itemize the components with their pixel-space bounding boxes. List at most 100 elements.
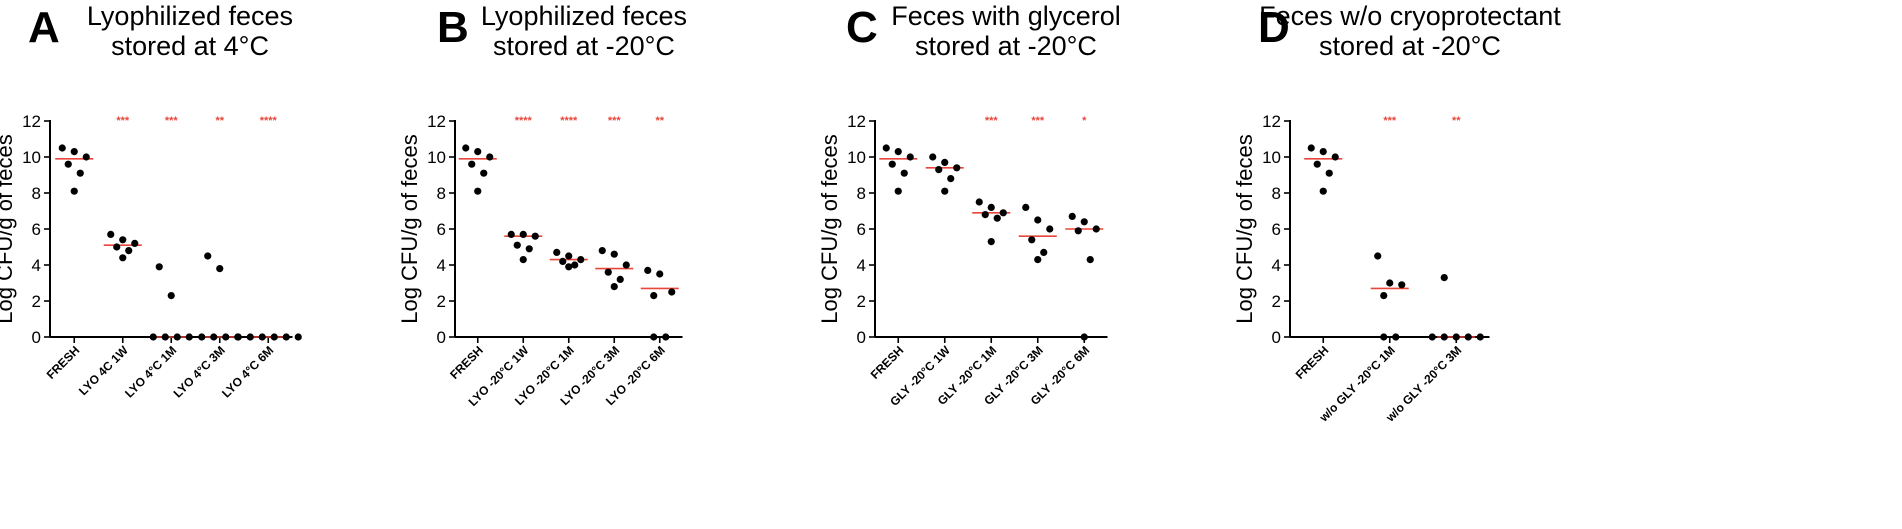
data-point xyxy=(644,266,652,274)
y-tick-label: 0 xyxy=(857,328,866,347)
y-axis-label: Log CFU/g of feces xyxy=(0,134,17,324)
data-point xyxy=(507,230,515,238)
significance-marker: ** xyxy=(1452,115,1461,127)
y-tick-label: 0 xyxy=(437,328,446,347)
data-point xyxy=(282,333,290,341)
data-point xyxy=(656,270,664,278)
data-point xyxy=(941,187,949,195)
panel-letter: D xyxy=(1258,3,1290,52)
panel-title-line: Feces with glycerol xyxy=(891,1,1121,31)
data-point xyxy=(993,214,1001,222)
data-point xyxy=(1325,169,1333,177)
data-point xyxy=(185,333,193,341)
data-point xyxy=(1080,333,1088,341)
data-point xyxy=(270,333,278,341)
data-point xyxy=(565,263,573,271)
data-point xyxy=(513,241,521,249)
data-point xyxy=(1380,292,1388,300)
data-point xyxy=(1398,281,1406,289)
data-point xyxy=(662,333,670,341)
y-tick-label: 8 xyxy=(1272,184,1281,203)
data-point xyxy=(1046,225,1054,233)
data-point xyxy=(125,247,133,255)
data-point xyxy=(64,160,72,168)
data-point xyxy=(975,198,983,206)
data-point xyxy=(82,153,90,161)
panel-title-line: Lyophilized feces xyxy=(87,1,293,31)
data-point xyxy=(70,187,78,195)
y-tick-label: 6 xyxy=(437,220,446,239)
y-tick-label: 0 xyxy=(1272,328,1281,347)
x-tick-label: LYO 4°C 6M xyxy=(219,343,276,400)
y-axis-label: Log CFU/g of feces xyxy=(817,134,842,324)
y-axis-label: Log CFU/g of feces xyxy=(1232,134,1257,324)
data-point xyxy=(999,209,1007,217)
data-point xyxy=(1068,212,1076,220)
y-tick-label: 12 xyxy=(427,112,446,131)
data-point xyxy=(113,243,121,251)
significance-marker: *** xyxy=(165,115,179,127)
data-point xyxy=(474,148,482,156)
data-point xyxy=(1040,248,1048,256)
y-tick-label: 10 xyxy=(1262,148,1281,167)
y-tick-label: 8 xyxy=(857,184,866,203)
data-point xyxy=(906,153,914,161)
data-point xyxy=(161,333,169,341)
data-point xyxy=(604,268,612,276)
data-point xyxy=(70,148,78,156)
data-point xyxy=(234,333,242,341)
data-point xyxy=(622,261,630,269)
data-point xyxy=(1319,148,1327,156)
panel-title-line: Lyophilized feces xyxy=(481,1,687,31)
y-axis-label: Log CFU/g of feces xyxy=(397,134,422,324)
data-point xyxy=(1034,216,1042,224)
data-point xyxy=(577,256,585,264)
data-point xyxy=(894,148,902,156)
data-point xyxy=(1392,333,1400,341)
data-point xyxy=(1313,160,1321,168)
panel-letter: C xyxy=(846,3,878,52)
y-tick-label: 2 xyxy=(1272,292,1281,311)
data-point xyxy=(1464,333,1472,341)
significance-marker: *** xyxy=(1031,115,1045,127)
data-point xyxy=(1080,218,1088,226)
data-point xyxy=(1440,274,1448,282)
data-point xyxy=(900,169,908,177)
data-point xyxy=(1452,333,1460,341)
significance-marker: *** xyxy=(1383,115,1397,127)
data-point xyxy=(1440,333,1448,341)
significance-marker: **** xyxy=(560,115,578,127)
panel-title-line: stored at -20°C xyxy=(493,31,675,61)
data-point xyxy=(1074,227,1082,235)
data-point xyxy=(167,292,175,300)
data-point xyxy=(525,245,533,253)
significance-marker: *** xyxy=(985,115,999,127)
y-tick-label: 4 xyxy=(857,256,866,275)
data-point xyxy=(941,158,949,166)
y-tick-label: 12 xyxy=(22,112,41,131)
x-tick-label: FRESH xyxy=(447,343,486,382)
data-point xyxy=(559,257,567,265)
data-point xyxy=(1386,279,1394,287)
data-point xyxy=(894,187,902,195)
data-point xyxy=(882,144,890,152)
data-point xyxy=(131,239,139,247)
y-tick-label: 12 xyxy=(847,112,866,131)
data-point xyxy=(1428,333,1436,341)
data-point xyxy=(571,261,579,269)
panel-title-line: stored at -20°C xyxy=(1319,31,1501,61)
data-point xyxy=(468,160,476,168)
significance-marker: *** xyxy=(608,115,622,127)
data-point xyxy=(58,144,66,152)
significance-marker: **** xyxy=(260,115,278,127)
data-point xyxy=(486,153,494,161)
y-tick-label: 10 xyxy=(427,148,446,167)
y-tick-label: 4 xyxy=(437,256,446,275)
y-tick-label: 0 xyxy=(32,328,41,347)
data-point xyxy=(1034,256,1042,264)
data-point xyxy=(1307,144,1315,152)
panel-letter: A xyxy=(28,3,60,52)
data-point xyxy=(1319,187,1327,195)
